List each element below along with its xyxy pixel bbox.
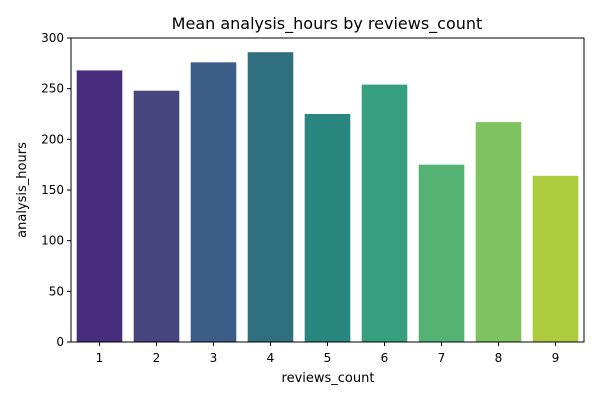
bar-1 [76,70,123,343]
bar-8 [475,122,522,342]
y-tick-label-0: 0 [56,335,64,349]
bar-5 [304,114,351,342]
y-tick-label-300: 300 [41,31,64,45]
y-axis-label: analysis_hours [15,142,30,238]
chart-title: Mean analysis_hours by reviews_count [172,14,483,34]
x-tick-label-2: 2 [153,351,161,365]
bar-6 [361,84,408,343]
plot-area [76,52,579,343]
x-tick-label-4: 4 [267,351,275,365]
x-tick-label-8: 8 [495,351,503,365]
bar-3 [190,62,237,342]
x-tick-label-5: 5 [324,351,332,365]
plot-frame [70,37,585,343]
y-tick-label-100: 100 [41,234,64,248]
x-tick-label-3: 3 [210,351,218,365]
y-tick-label-50: 50 [49,284,64,298]
y-tick-label-150: 150 [41,183,64,197]
x-tick-label-9: 9 [552,351,560,365]
bar-7 [418,164,465,342]
x-tick-label-7: 7 [438,351,446,365]
x-axis-label: reviews_count [282,371,375,386]
x-tick-label-6: 6 [381,351,389,365]
bar-2 [133,90,180,342]
y-tick-label-200: 200 [41,132,64,146]
y-axis: 0 50 100 150 200 250 300 [41,31,71,349]
bar-4 [247,52,294,342]
bar-9 [532,175,579,342]
y-tick-label-250: 250 [41,82,64,96]
x-tick-label-1: 1 [96,351,104,365]
x-axis: 1 2 3 4 5 6 7 8 9 [96,342,560,365]
